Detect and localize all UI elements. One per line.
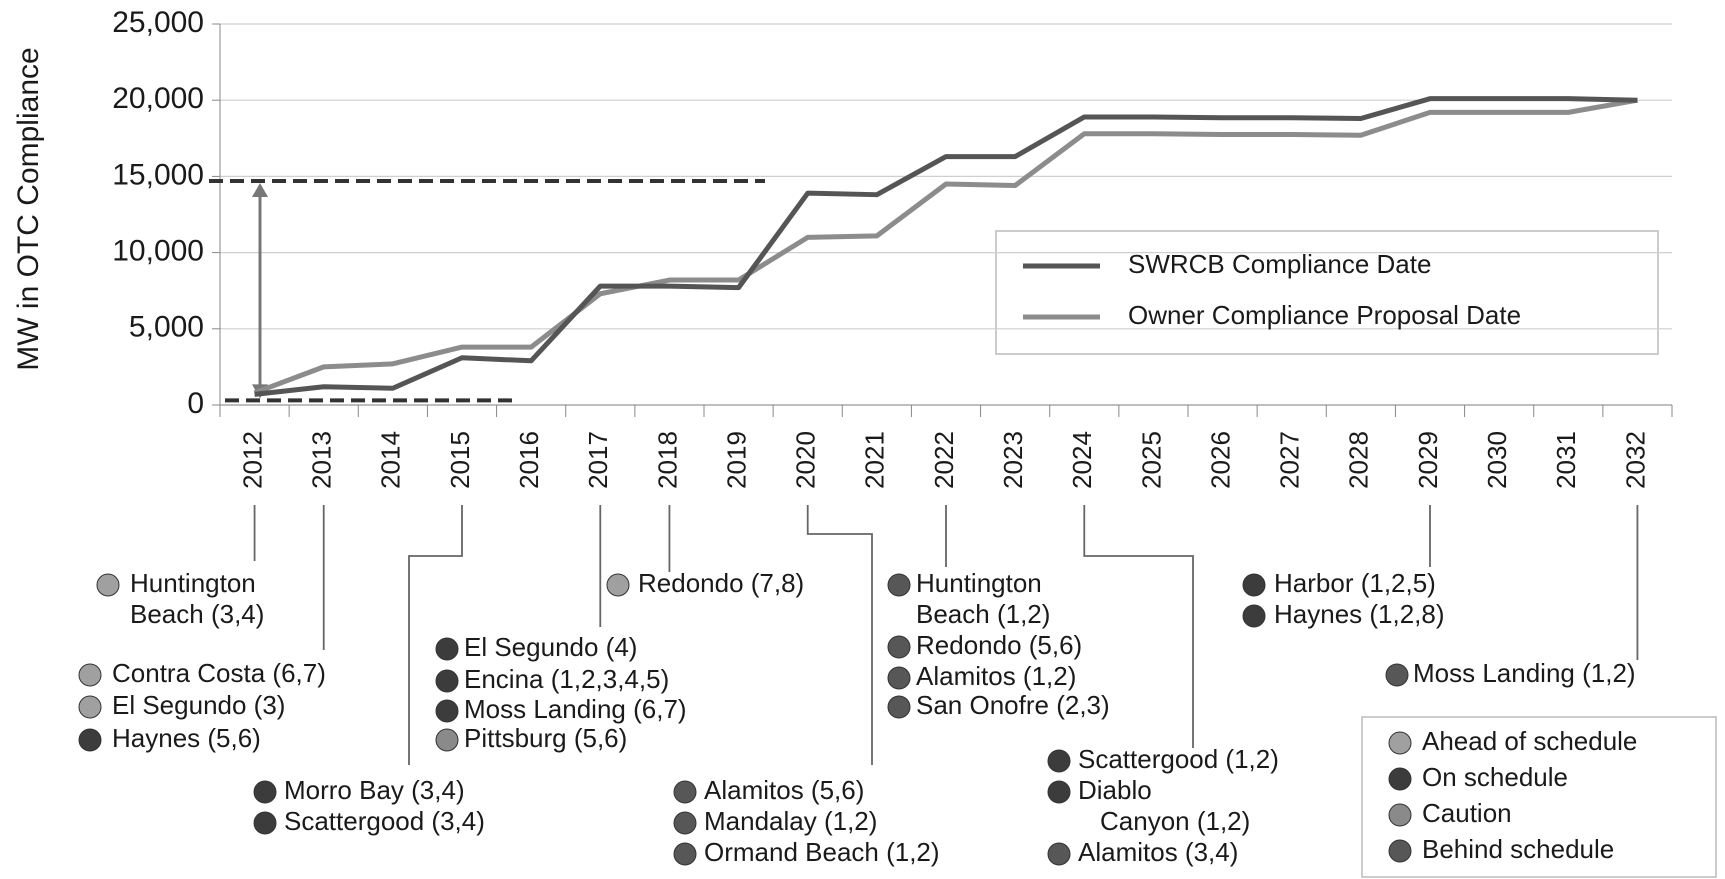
- annotation-label: Haynes (5,6): [112, 723, 261, 753]
- annotation-label: Ormand Beach (1,2): [704, 837, 940, 867]
- annotation-label: Pittsburg (5,6): [464, 723, 627, 753]
- status-dot: [78, 695, 102, 719]
- annotation-label: Contra Costa (6,7): [112, 658, 326, 688]
- x-tick-label: 2023: [998, 431, 1028, 489]
- status-legend-label: On schedule: [1422, 762, 1568, 792]
- x-tick-label: 2024: [1067, 431, 1097, 489]
- annotation-label: Morro Bay (3,4): [284, 775, 465, 805]
- annotation-label: Diablo: [1078, 775, 1152, 805]
- status-dot: [606, 573, 630, 597]
- annotation-label: Huntington: [916, 568, 1042, 598]
- x-tick-label: 2022: [929, 431, 959, 489]
- x-tick-label: 2028: [1344, 431, 1374, 489]
- status-dot: [435, 728, 459, 752]
- status-dot: [96, 573, 120, 597]
- x-tick-label: 2018: [652, 431, 682, 489]
- annotation-label: Moss Landing (1,2): [1413, 658, 1636, 688]
- annotation-label: El Segundo (3): [112, 690, 285, 720]
- callout-line: [408, 505, 463, 765]
- status-legend-label: Behind schedule: [1422, 834, 1614, 864]
- status-dot: [1047, 749, 1071, 773]
- status-legend-label: Caution: [1422, 798, 1512, 828]
- annotation-label: Huntington: [130, 568, 256, 598]
- y-axis-title: MW in OTC Compliance: [12, 47, 45, 370]
- status-dot: [887, 635, 911, 659]
- x-tick-label: 2015: [445, 431, 475, 489]
- status-legend-box: [1361, 716, 1717, 878]
- x-tick-label: 2014: [376, 431, 406, 489]
- x-tick-label: 2032: [1620, 431, 1650, 489]
- status-dot: [887, 666, 911, 690]
- x-tick-label: 2026: [1205, 431, 1235, 489]
- status-dot: [1242, 604, 1266, 628]
- annotation-label: San Onofre (2,3): [916, 690, 1110, 720]
- legend-label: SWRCB Compliance Date: [1128, 249, 1431, 279]
- status-dot: [435, 669, 459, 693]
- status-dot: [673, 811, 697, 835]
- x-tick-label: 2012: [237, 431, 267, 489]
- status-dot: [887, 695, 911, 719]
- status-dot: [253, 780, 277, 804]
- annotation-label: El Segundo (4): [464, 632, 637, 662]
- y-tick-label: 20,000: [112, 82, 204, 115]
- status-dot: [78, 663, 102, 687]
- x-tick-label: 2019: [721, 431, 751, 489]
- annotation-label: Alamitos (3,4): [1078, 837, 1238, 867]
- legend-label: Owner Compliance Proposal Date: [1128, 300, 1521, 330]
- annotation-label: Beach (3,4): [130, 599, 264, 629]
- series-line: [253, 97, 1638, 396]
- annotation-label: Harbor (1,2,5): [1274, 568, 1436, 598]
- callout-line: [806, 505, 873, 765]
- status-dot: [1242, 573, 1266, 597]
- annotation-label: Mandalay (1,2): [704, 806, 877, 836]
- annotation-label: Encina (1,2,3,4,5): [464, 664, 669, 694]
- status-dot: [887, 573, 911, 597]
- annotation-label: Redondo (7,8): [638, 568, 804, 598]
- y-tick-label: 25,000: [112, 6, 204, 39]
- status-dot: [673, 842, 697, 866]
- annotation-label: Alamitos (5,6): [704, 775, 864, 805]
- y-tick-label: 0: [187, 387, 204, 420]
- annotation-label: Scattergood (1,2): [1078, 744, 1279, 774]
- x-tick-label: 2017: [583, 431, 613, 489]
- annotation-label: Scattergood (3,4): [284, 806, 485, 836]
- y-tick-label: 10,000: [112, 235, 204, 268]
- status-dot: [1047, 780, 1071, 804]
- callout-line: [1083, 505, 1194, 748]
- annotation-label: Redondo (5,6): [916, 630, 1082, 660]
- status-legend-dot: [1388, 839, 1412, 863]
- x-tick-label: 2016: [514, 431, 544, 489]
- status-dot: [1385, 663, 1409, 687]
- status-legend-dot: [1388, 767, 1412, 791]
- arrow-head: [252, 182, 268, 197]
- annotation-label: Haynes (1,2,8): [1274, 599, 1445, 629]
- status-dot: [1047, 842, 1071, 866]
- x-tick-label: 2031: [1551, 431, 1581, 489]
- status-dot: [435, 699, 459, 723]
- annotation-label: Canyon (1,2): [1100, 806, 1250, 836]
- y-tick-label: 15,000: [112, 158, 204, 191]
- y-tick-label: 5,000: [129, 311, 204, 344]
- x-tick-label: 2030: [1482, 431, 1512, 489]
- x-tick-label: 2013: [307, 431, 337, 489]
- x-tick-label: 2021: [860, 431, 890, 489]
- status-legend-label: Ahead of schedule: [1422, 726, 1637, 756]
- status-legend-dot: [1388, 731, 1412, 755]
- annotation-label: Moss Landing (6,7): [464, 694, 687, 724]
- x-tick-label: 2025: [1136, 431, 1166, 489]
- series-line: [254, 96, 1638, 397]
- x-tick-label: 2029: [1413, 431, 1443, 489]
- annotation-label: Beach (1,2): [916, 599, 1050, 629]
- status-dot: [673, 780, 697, 804]
- status-legend-dot: [1388, 803, 1412, 827]
- status-dot: [435, 637, 459, 661]
- x-tick-label: 2027: [1275, 431, 1305, 489]
- x-tick-label: 2020: [791, 431, 821, 489]
- status-dot: [253, 811, 277, 835]
- legend-box: [995, 230, 1659, 355]
- annotation-label: Alamitos (1,2): [916, 661, 1076, 691]
- status-dot: [78, 728, 102, 752]
